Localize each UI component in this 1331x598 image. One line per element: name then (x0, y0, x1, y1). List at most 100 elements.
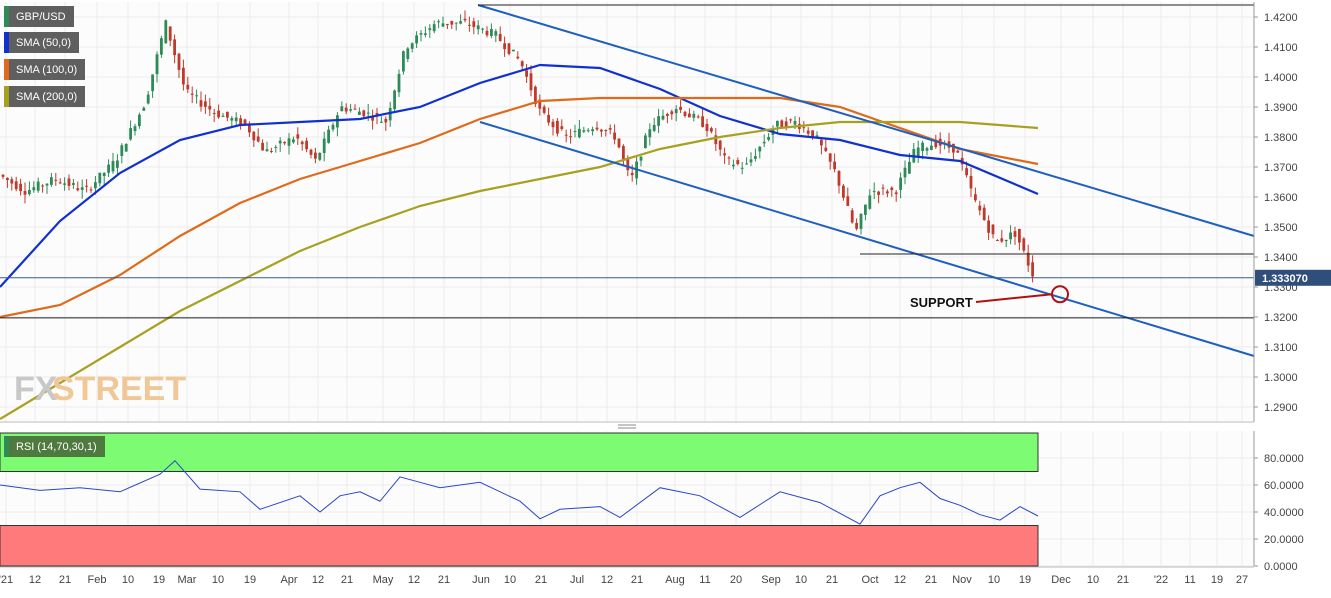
legend-sma50: SMA (50,0) (4, 32, 80, 53)
x-tick-label: 11 (699, 574, 710, 586)
support-label: SUPPORT (910, 295, 973, 310)
rsi-overbought-zone (0, 432, 1039, 472)
x-tick-label: 21 (631, 574, 643, 586)
candle-body (402, 51, 405, 72)
x-tick-label: 10 (212, 574, 224, 586)
candle-body (745, 163, 748, 165)
x-tick-label: Dec (1051, 574, 1071, 586)
candle-body (146, 94, 150, 104)
candle-body (982, 207, 986, 221)
candle-body (859, 213, 863, 229)
candle-body (547, 114, 550, 123)
candle-body (133, 126, 137, 132)
candle-body (670, 111, 674, 115)
candle-body (639, 156, 643, 161)
candle-body (956, 150, 960, 153)
candle-body (569, 136, 572, 138)
candle-body (494, 31, 498, 36)
candle-body (701, 116, 704, 127)
sma50-line (0, 63, 1039, 288)
candle-body (278, 140, 282, 144)
candle-body (89, 189, 93, 191)
candle-body (371, 117, 374, 121)
candle-body (76, 188, 80, 191)
x-tick-label: 19 (153, 574, 165, 586)
candle-body (138, 114, 141, 127)
candle-body (336, 115, 339, 128)
candle-body (503, 43, 506, 50)
candle-body (952, 143, 955, 153)
candle-body (802, 127, 806, 129)
candle-body (1004, 239, 1008, 242)
legend-rsi-swatch (4, 436, 9, 457)
candle-body (107, 164, 110, 173)
candle-body (397, 73, 401, 93)
candle-body (881, 187, 885, 189)
candle-body (736, 160, 740, 165)
candle-body (28, 189, 31, 195)
y-tick-label: 1.3900 (1264, 102, 1298, 114)
candle-body (551, 121, 555, 128)
candle-body (168, 26, 172, 41)
candle-body (683, 111, 687, 117)
y-tick-label: 1.3600 (1264, 192, 1298, 204)
legend-sma100: SMA (100,0) (4, 59, 86, 80)
candle-body (270, 150, 273, 152)
candle-body (538, 99, 542, 109)
candle-body (582, 130, 586, 132)
candle-body (58, 182, 62, 184)
candle-body (261, 142, 264, 151)
candle-body (459, 21, 462, 24)
candle-body (806, 130, 810, 134)
candle-body (591, 129, 594, 132)
candle-body (776, 120, 779, 127)
candle-body (463, 18, 467, 21)
candle-body (908, 161, 911, 174)
y-tick-label: 1.2900 (1264, 402, 1298, 414)
candle-body (116, 160, 119, 168)
candle-body (265, 149, 269, 152)
legend-pair-swatch (4, 6, 9, 27)
legend-sma50-swatch (4, 32, 9, 53)
x-tick-label: 21 (438, 574, 450, 586)
candle-body (925, 148, 929, 151)
candle-body (129, 128, 132, 140)
candle-body (758, 146, 762, 152)
candle-body (226, 111, 229, 118)
candle-body (160, 38, 163, 55)
candle-body (789, 119, 792, 121)
candle-body (828, 153, 832, 162)
candle-body (1000, 238, 1004, 242)
candle-body (696, 116, 700, 118)
candle-body (666, 113, 669, 116)
candle-body (441, 23, 445, 27)
candle-body (98, 172, 102, 184)
candle-body (890, 187, 894, 191)
x-tick-label: 10 (504, 574, 516, 586)
candle-body (674, 109, 678, 114)
candle-body (468, 24, 471, 26)
candle-body (199, 100, 203, 107)
legend-rsi-label: RSI (14,70,30,1) (16, 440, 97, 453)
candle-body (362, 110, 366, 117)
candle-body (305, 140, 308, 150)
candle-body (243, 119, 247, 125)
x-tick-label: '21 (0, 574, 13, 586)
candle-body (221, 115, 225, 117)
candle-body (19, 183, 22, 192)
candle-body (85, 185, 88, 187)
candle-body (978, 205, 982, 211)
candle-body (749, 159, 753, 163)
y-tick-label: 1.3100 (1264, 342, 1298, 354)
candle-body (340, 106, 344, 112)
channel-lower-line (479, 121, 1255, 357)
candle-body (507, 43, 511, 54)
rsi-y-tick-label: 20.0000 (1264, 534, 1304, 546)
x-tick-label: 21 (925, 574, 937, 586)
candle-body (780, 120, 784, 127)
candle-body (872, 191, 876, 193)
candle-body (1013, 231, 1017, 237)
candle-body (80, 187, 84, 190)
support-arrow (975, 293, 1053, 303)
